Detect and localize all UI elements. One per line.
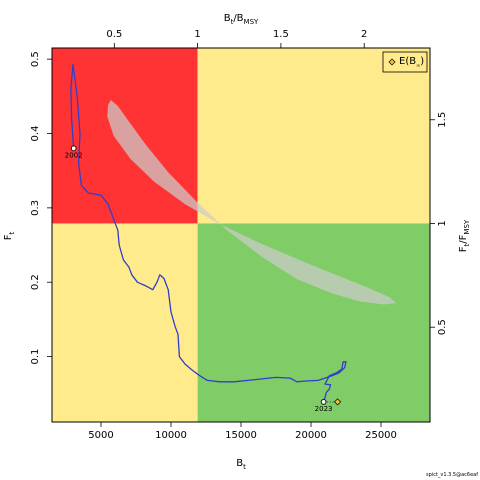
x-tick-label: 20000 — [295, 430, 327, 441]
start-year-label: 2002 — [65, 151, 83, 159]
right-tick-label: 0.5 — [437, 319, 448, 335]
overfished-low-fishing-quadrant — [52, 223, 198, 422]
top-axis-label-b-subscript: t — [231, 18, 234, 26]
y-tick-label: 0.5 — [30, 51, 41, 67]
y-axis-label: F — [3, 234, 14, 240]
top-axis-label-sep: /B — [233, 13, 243, 24]
top-tick-label: 1.5 — [273, 29, 289, 40]
legend-suffix: ) — [420, 56, 424, 67]
top-tick-label: 0.5 — [106, 29, 122, 40]
y-tick-label: 0.4 — [30, 126, 41, 142]
trajectory-layer — [70, 63, 347, 403]
x-axis-label: B — [236, 458, 243, 469]
right-axis: 0.5 1 1.5 — [430, 112, 448, 335]
svg-text:Bt: Bt — [236, 458, 246, 471]
x-tick-label: 15000 — [225, 430, 257, 441]
x-tick-label: 10000 — [155, 430, 187, 441]
plot-background — [52, 48, 430, 422]
expected-point-legend-icon — [388, 58, 396, 66]
sustainable-quadrant — [197, 223, 430, 422]
top-tick-label: 1 — [194, 29, 200, 40]
right-tick-label: 1 — [437, 220, 448, 226]
end-year-label: 2023 — [315, 405, 333, 413]
end-year-point — [320, 399, 327, 405]
y-axis-label-subscript: t — [8, 231, 16, 234]
y-tick-label: 0.3 — [30, 200, 41, 216]
stock-trajectory-line — [70, 63, 347, 403]
right-tick-label: 1.5 — [437, 112, 448, 128]
right-axis-label-f: F — [458, 246, 469, 252]
right-axis-label-f-subscript: t — [463, 243, 471, 246]
svg-text:E(B∞): E(B∞) — [399, 56, 424, 69]
overfishing-healthy-stock-quadrant — [197, 48, 430, 224]
y-tick-label: 0.1 — [30, 349, 41, 365]
right-axis-label-msy-subscript: MSY — [463, 219, 471, 234]
svg-text:Ft: Ft — [3, 231, 16, 240]
y-tick-label: 0.2 — [30, 274, 41, 290]
y-axis: 0.1 0.2 0.3 0.4 0.5 — [30, 51, 52, 365]
top-tick-label: 2 — [361, 29, 367, 40]
expected-biomass-point — [334, 398, 342, 406]
legend-subscript: ∞ — [416, 63, 420, 69]
legend-box: E(B∞) — [382, 51, 428, 73]
point-layer: 2002 2023 — [65, 145, 342, 413]
x-tick-label: 25000 — [365, 430, 397, 441]
footer-label: spict_v1.3.5@ac6eaf — [426, 472, 478, 478]
top-axis-label-b: B — [224, 13, 231, 24]
top-axis: 0.5 1 1.5 2 — [106, 29, 367, 48]
x-axis-label-subscript: t — [243, 463, 246, 471]
right-axis-label-sep: /F — [458, 234, 469, 243]
x-axis: 5000 10000 15000 20000 25000 — [88, 422, 397, 441]
svg-text:Bt/BMSY: Bt/BMSY — [224, 13, 259, 26]
legend-label: E(B — [399, 56, 416, 67]
top-axis-label-msy-subscript: MSY — [244, 18, 259, 26]
start-year-point — [70, 145, 77, 152]
svg-text:Ft/FMSY: Ft/FMSY — [458, 219, 471, 252]
x-tick-label: 5000 — [88, 430, 113, 441]
